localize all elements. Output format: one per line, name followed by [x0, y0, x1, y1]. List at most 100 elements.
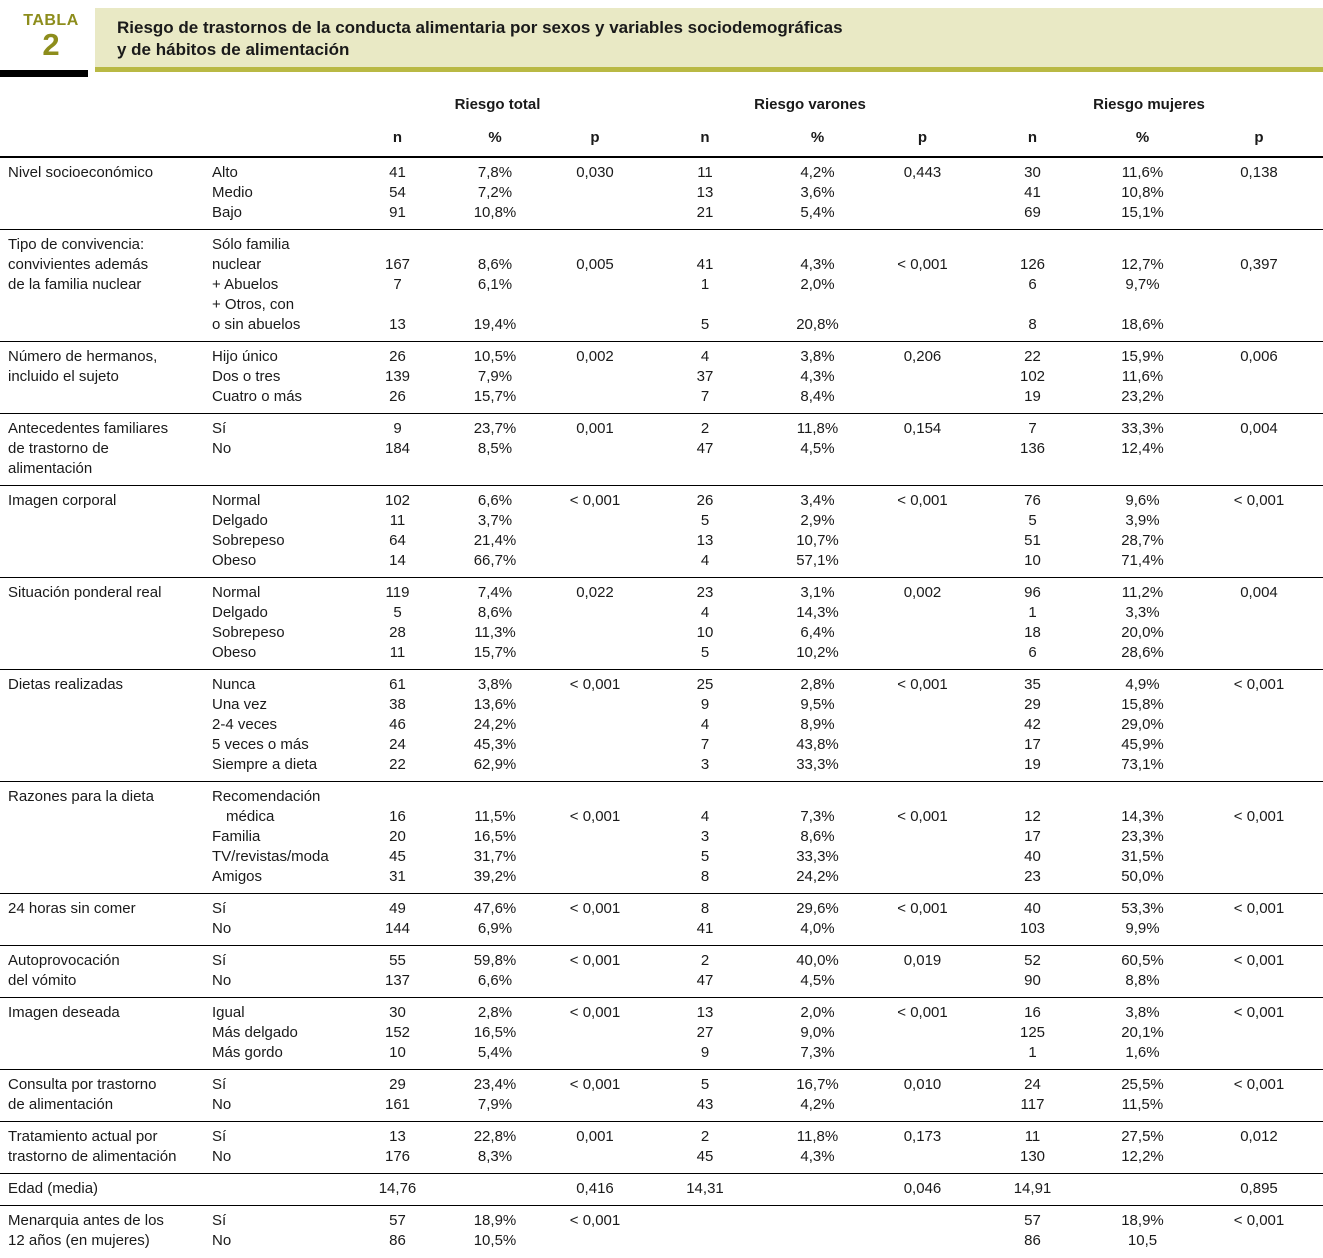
table-row: TV/revistas/moda 45 31,7% 5 33,3% 40 31,5%: [212, 847, 1323, 867]
value-cell: 6,9%: [477, 920, 513, 937]
category-cell: Sí: [212, 900, 227, 917]
column-group-header: Riesgo varones: [754, 96, 866, 113]
value-cell: [545, 1023, 645, 1043]
value-cell: 5,4%: [477, 1044, 513, 1061]
category-cell: Alto: [212, 164, 238, 181]
value-cell: [545, 1231, 645, 1251]
table-row: No 86 10,5% 86 10,5: [212, 1231, 1323, 1251]
value-cell: [645, 1211, 765, 1231]
value-cell: [870, 735, 975, 755]
category-cell: Nunca: [212, 676, 256, 693]
value-cell: [1195, 183, 1323, 203]
column-group-header: Riesgo mujeres: [1093, 96, 1205, 113]
category-cell: Sobrepeso: [212, 624, 285, 641]
row-group-rows: Sí 55 59,8% < 0,001 2 40,0% 0,019 52 60,5% < 0,00…: [212, 951, 1323, 991]
value-cell: 4: [700, 348, 710, 365]
table-row: 14,76 0,416 14,31 0,046 14,91 0,895: [212, 1179, 1323, 1199]
row-group-label: Tratamiento actual por trastorno de alime…: [0, 1127, 212, 1167]
value-cell: 0,010: [903, 1076, 942, 1093]
value-cell: 119: [385, 584, 410, 601]
table-row: Sí 29 23,4% < 0,001 5 16,7% 0,010 24 25,5% < 0,00…: [212, 1075, 1323, 1095]
row-group-rows: Sólo familia nuclear 167 8,6% 0,005 41 4,3% < 0…: [212, 235, 1323, 335]
row-group-label-line: Dietas realizadas: [8, 676, 124, 693]
category-cell: Obeso: [212, 644, 257, 661]
value-cell: 4,2%: [800, 1096, 835, 1113]
value-cell: 0,004: [1240, 584, 1278, 601]
value-cell: [1195, 695, 1323, 715]
row-group-label-line: Imagen deseada: [8, 1004, 120, 1021]
value-cell: [350, 295, 445, 315]
value-cell: 0,416: [576, 1180, 614, 1197]
value-cell: 3,8%: [800, 348, 835, 365]
value-cell: 5: [700, 1076, 710, 1093]
value-cell: 6,4%: [800, 624, 835, 641]
category-cell: Dos o tres: [212, 368, 281, 385]
value-cell: 126: [1019, 256, 1046, 273]
column-group-header: Riesgo total: [454, 96, 541, 113]
value-cell: [870, 787, 975, 807]
value-cell: [1195, 203, 1323, 223]
value-cell: < 0,001: [897, 808, 948, 825]
value-cell: 11: [1024, 1128, 1041, 1145]
value-cell: 8: [700, 868, 710, 885]
value-cell: 11: [389, 512, 406, 529]
value-cell: 18,6%: [1121, 316, 1164, 333]
table-row: No 137 6,6% 47 4,5% 90 8,8%: [212, 971, 1323, 991]
value-cell: 45: [389, 848, 406, 865]
table-row: Igual 30 2,8% < 0,001 13 2,0% < 0,001 16 3,8% < 0…: [212, 1003, 1323, 1023]
value-cell: 6,6%: [477, 492, 513, 509]
table-row: Siempre a dieta 22 62,9% 3 33,3% 19 73,1%: [212, 755, 1323, 775]
value-cell: 0,154: [903, 420, 942, 437]
value-cell: 19: [1024, 756, 1041, 773]
value-cell: [545, 971, 645, 991]
value-cell: 23,4%: [473, 1076, 517, 1093]
value-cell: 8,6%: [800, 828, 835, 845]
table-row: Delgado 11 3,7% 5 2,9% 5 3,9%: [212, 511, 1323, 531]
value-cell: 11,3%: [474, 624, 516, 641]
value-cell: 8: [1028, 316, 1037, 333]
value-cell: 167: [384, 256, 411, 273]
value-cell: 11,6%: [1121, 368, 1164, 385]
table-row: Bajo 91 10,8% 21 5,4% 69 15,1%: [212, 203, 1323, 223]
value-cell: 45,9%: [1121, 736, 1164, 753]
value-cell: 10: [1024, 552, 1041, 569]
column-subheader: n: [700, 129, 710, 146]
value-cell: 1,6%: [1125, 1044, 1160, 1061]
value-cell: 12,7%: [1121, 256, 1164, 273]
value-cell: 0,022: [576, 584, 614, 601]
row-group: Consulta por trastorno de alimentación Sí 2…: [0, 1070, 1323, 1122]
category-cell: Delgado: [212, 604, 268, 621]
value-cell: 130: [1019, 1148, 1046, 1165]
value-cell: 184: [384, 440, 411, 457]
value-cell: 15,7%: [473, 644, 517, 661]
category-cell: Familia: [212, 828, 261, 845]
table-row: Alto 41 7,8% 0,030 11 4,2% 0,443 30 11,6% 0,138: [212, 163, 1323, 183]
value-cell: [350, 235, 445, 255]
value-cell: 3: [700, 828, 710, 845]
value-cell: < 0,001: [897, 1004, 948, 1021]
value-cell: [870, 715, 975, 735]
value-cell: 29: [1024, 696, 1041, 713]
value-cell: 11,6%: [1121, 164, 1164, 181]
value-cell: 1: [700, 276, 710, 293]
row-group-rows: 14,76 0,416 14,31 0,046 14,91 0,895: [212, 1179, 1323, 1199]
value-cell: 4: [700, 808, 710, 825]
table-row: Nunca 61 3,8% < 0,001 25 2,8% < 0,001 35 4,9% < 0…: [212, 675, 1323, 695]
value-cell: 7,4%: [477, 584, 513, 601]
row-group-label: Situación ponderal real: [0, 583, 212, 663]
value-cell: 176: [384, 1148, 411, 1165]
table-row: Normal 119 7,4% 0,022 23 3,1% 0,002 96 11,2% 0,00…: [212, 583, 1323, 603]
value-cell: [1090, 295, 1195, 315]
value-cell: 2: [700, 420, 710, 437]
value-cell: 3,4%: [800, 492, 835, 509]
value-cell: 117: [1020, 1096, 1045, 1113]
value-cell: 11,5%: [1121, 1096, 1164, 1113]
value-cell: 16: [389, 808, 406, 825]
value-cell: 0,004: [1240, 420, 1278, 437]
table-row: No 184 8,5% 47 4,5% 136 12,4%: [212, 439, 1323, 459]
table-row: No 176 8,3% 45 4,3% 130 12,2%: [212, 1147, 1323, 1167]
value-cell: 22: [389, 756, 406, 773]
value-cell: [1195, 551, 1323, 571]
value-cell: 6,6%: [477, 972, 513, 989]
value-cell: 6,1%: [477, 276, 513, 293]
